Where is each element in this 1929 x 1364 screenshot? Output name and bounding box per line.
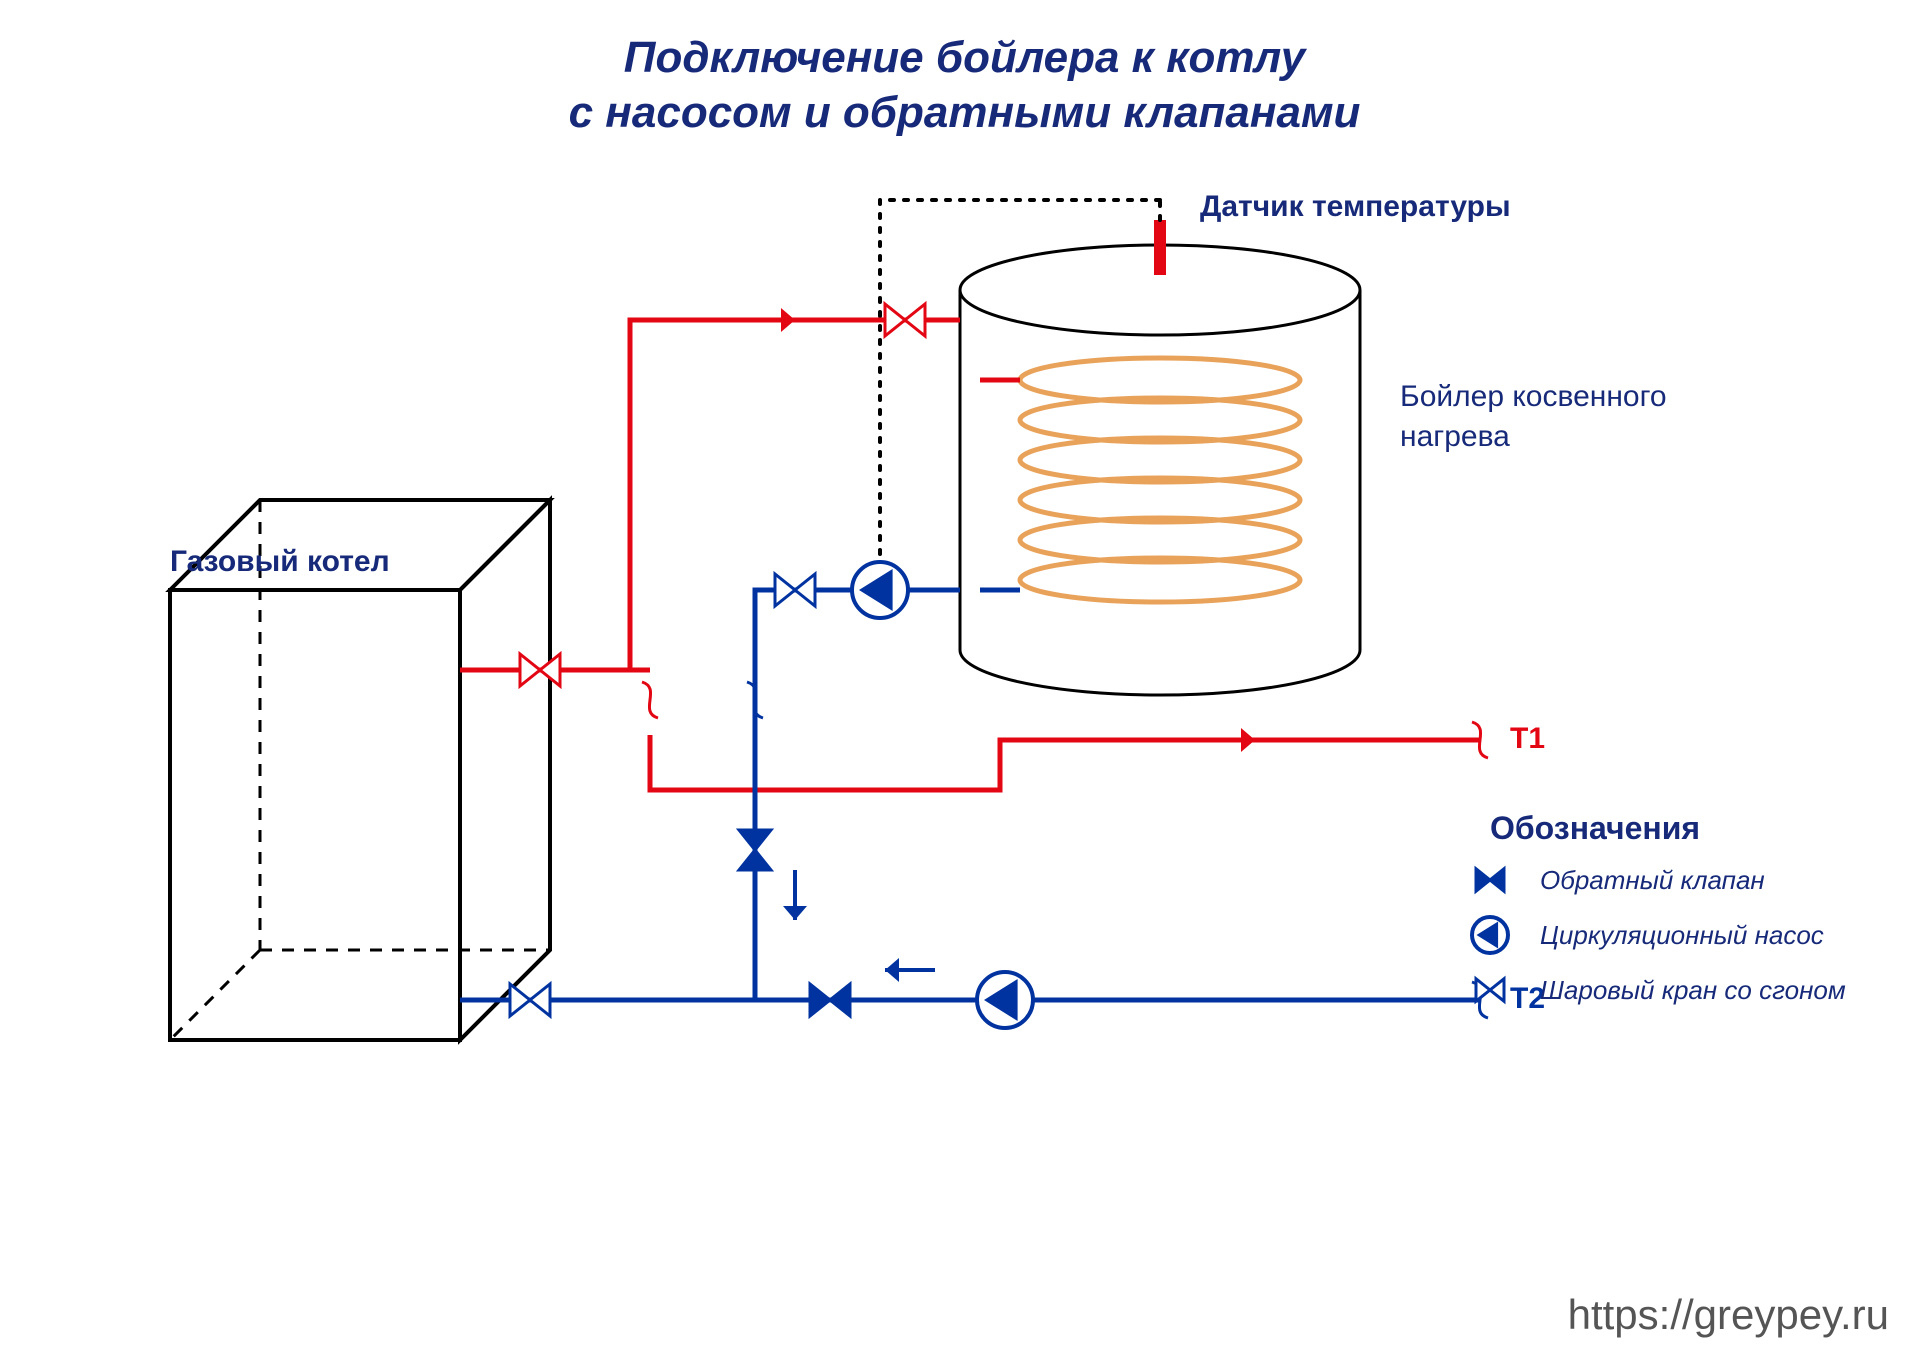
indirect-tank (960, 245, 1360, 695)
label-tank-line2: нагрева (1400, 420, 1510, 454)
pump-icon (977, 972, 1033, 1028)
valve-icon (810, 984, 850, 1016)
flow-arrow-icon (745, 308, 795, 332)
source-url: https://greypey.ru (1568, 1291, 1889, 1339)
label-tank-line1: Бойлер косвенного (1400, 380, 1667, 414)
pipe-break-icon (747, 682, 763, 718)
cold-pipe (460, 590, 960, 1000)
valve-icon (885, 304, 925, 336)
legend-ball-valve: Шаровый кран со сгоном (1540, 975, 1846, 1006)
hot-pipe (650, 735, 1480, 790)
valve-icon (1476, 979, 1504, 1001)
legend-pump: Циркуляционный насос (1540, 920, 1824, 951)
label-t1: T1 (1510, 722, 1545, 756)
valve-icon (775, 574, 815, 606)
pump-icon (1472, 917, 1508, 953)
heating-coil (980, 358, 1300, 602)
valve-icon (1476, 869, 1504, 891)
label-temp-sensor: Датчик температуры (1200, 190, 1511, 224)
heating-diagram (0, 0, 1929, 1364)
flow-arrow-icon (783, 870, 807, 920)
legend-check-valve: Обратный клапан (1540, 865, 1765, 896)
label-gas-boiler: Газовый котел (170, 545, 390, 579)
pipe-break-icon (642, 682, 658, 718)
valve-icon (520, 654, 560, 686)
legend-title: Обозначения (1490, 810, 1700, 847)
valve-icon (739, 830, 771, 870)
flow-arrow-icon (885, 958, 935, 982)
pump-icon (852, 562, 908, 618)
flow-arrow-icon (1205, 728, 1255, 752)
valve-icon (510, 984, 550, 1016)
temp-sensor-icon (1154, 220, 1166, 275)
gas-boiler (170, 500, 550, 1040)
